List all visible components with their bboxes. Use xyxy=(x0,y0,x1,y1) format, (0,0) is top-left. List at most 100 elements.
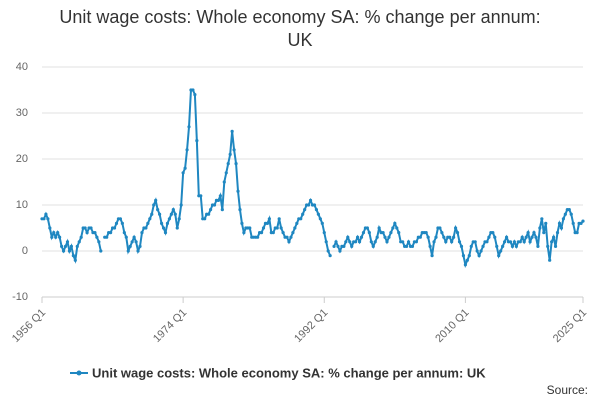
point xyxy=(150,212,154,216)
point xyxy=(159,221,164,225)
point xyxy=(165,221,170,225)
point xyxy=(501,244,505,248)
point xyxy=(179,203,183,207)
point xyxy=(569,212,573,216)
point xyxy=(199,194,203,198)
point xyxy=(126,249,130,253)
point xyxy=(220,208,224,212)
point xyxy=(542,231,546,235)
point xyxy=(48,226,52,230)
point xyxy=(410,244,415,248)
point xyxy=(134,240,138,244)
point xyxy=(52,231,56,235)
point xyxy=(109,231,113,235)
point xyxy=(295,221,299,225)
point xyxy=(424,231,428,235)
point xyxy=(224,171,228,175)
point xyxy=(248,226,252,230)
point xyxy=(277,217,281,221)
x-tick-label: 1992 Q1 xyxy=(292,307,330,345)
point xyxy=(434,235,438,239)
point xyxy=(357,240,362,244)
point xyxy=(60,244,64,248)
point xyxy=(522,240,526,244)
point xyxy=(520,235,524,239)
point xyxy=(303,208,307,212)
point xyxy=(555,231,560,235)
point xyxy=(308,198,313,202)
point xyxy=(485,240,489,244)
point xyxy=(401,240,405,244)
point xyxy=(322,231,326,235)
point xyxy=(318,217,322,221)
y-tick-label: 30 xyxy=(16,107,28,119)
point xyxy=(487,235,491,239)
point xyxy=(222,180,226,184)
point xyxy=(203,217,207,221)
point xyxy=(381,231,385,235)
point xyxy=(563,212,567,216)
point xyxy=(42,217,46,221)
point xyxy=(69,244,74,248)
point xyxy=(430,254,434,258)
point xyxy=(89,226,93,230)
point xyxy=(154,198,158,202)
point xyxy=(226,162,230,166)
point xyxy=(85,231,89,235)
point xyxy=(136,249,140,253)
point xyxy=(306,203,311,207)
x-tick-label: 1956 Q1 xyxy=(10,307,48,345)
point xyxy=(187,125,191,129)
point xyxy=(289,235,293,239)
point xyxy=(65,240,70,244)
point xyxy=(548,258,552,262)
point xyxy=(575,231,579,235)
point xyxy=(512,240,516,244)
point xyxy=(418,235,422,239)
point xyxy=(73,258,77,262)
y-tick-label: 40 xyxy=(16,61,28,73)
point xyxy=(97,240,101,244)
point xyxy=(93,231,97,235)
point xyxy=(538,226,542,230)
y-tick-label: -10 xyxy=(12,291,28,303)
point xyxy=(44,212,48,216)
point xyxy=(508,240,513,244)
point xyxy=(571,221,575,225)
point xyxy=(475,249,479,253)
point xyxy=(448,235,452,239)
point xyxy=(348,240,352,244)
point xyxy=(71,254,75,258)
point xyxy=(148,217,152,221)
point xyxy=(144,226,148,230)
point xyxy=(216,198,221,202)
point xyxy=(316,212,320,216)
point xyxy=(332,244,336,248)
point xyxy=(463,263,467,267)
point xyxy=(544,221,548,225)
point xyxy=(161,226,166,230)
point xyxy=(228,152,232,156)
point xyxy=(477,254,481,258)
point xyxy=(63,244,68,248)
point xyxy=(465,258,469,262)
point xyxy=(459,244,464,248)
point xyxy=(510,244,515,248)
point xyxy=(395,226,399,230)
point xyxy=(359,235,364,239)
x-tick-label: 2010 Q1 xyxy=(433,307,471,345)
point xyxy=(524,235,528,239)
point xyxy=(338,249,342,253)
point xyxy=(553,244,558,248)
point xyxy=(58,235,62,239)
point xyxy=(375,235,379,239)
x-tick-label: 1974 Q1 xyxy=(151,307,189,345)
point xyxy=(208,208,213,212)
point xyxy=(455,231,460,235)
point xyxy=(218,194,222,198)
point xyxy=(177,217,181,221)
point xyxy=(479,249,483,253)
y-tick-label: 20 xyxy=(16,153,28,165)
point xyxy=(279,226,283,230)
point xyxy=(532,231,536,235)
